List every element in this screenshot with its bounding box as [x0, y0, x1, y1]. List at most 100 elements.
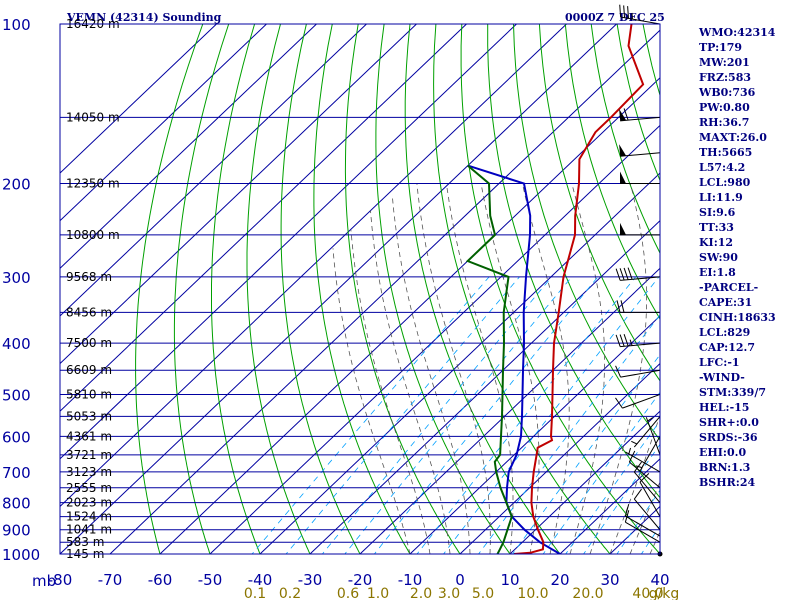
wind-barb — [645, 417, 661, 456]
pressure-unit-label: mb — [32, 572, 56, 590]
pressure-tick-label: 500 — [2, 386, 31, 404]
barb-half-flag — [647, 417, 654, 422]
index-entry: BSHR:24 — [699, 476, 755, 489]
index-entry: MAXT:26.0 — [699, 131, 767, 144]
temperature-tick-label: -50 — [198, 571, 223, 589]
temperature-tick-label: -30 — [298, 571, 323, 589]
isotherm-line — [60, 24, 217, 174]
wind-barb — [628, 450, 661, 489]
temperature-tick-label: 40 — [650, 571, 669, 589]
height-label: 9568 m — [66, 270, 112, 284]
index-entry: WB0:736 — [698, 86, 756, 99]
barb-flag — [619, 268, 625, 281]
barb-staff — [633, 416, 661, 448]
barb-flag — [627, 267, 633, 280]
wind-barb — [619, 144, 661, 157]
isotherm-line — [60, 24, 467, 412]
index-entry: SW:90 — [699, 251, 738, 264]
index-entry: L57:4.2 — [699, 161, 745, 174]
pressure-tick-label: 100 — [2, 16, 31, 34]
barb-flag — [633, 461, 642, 473]
wind-barb — [615, 393, 661, 409]
mixing-ratio-line — [640, 524, 660, 554]
barb-half-flag — [628, 447, 632, 455]
sounding-profiles — [465, 24, 645, 554]
mixing-ratio-label: 1.0 — [367, 586, 389, 600]
temperature-tick-label: -80 — [48, 571, 73, 589]
isotherm-line — [159, 77, 660, 554]
barb-pennant — [620, 171, 626, 184]
isotherm-line — [459, 362, 660, 554]
index-entry: LCL:829 — [699, 326, 750, 339]
barb-flag — [616, 300, 621, 313]
isotherm-line — [209, 124, 660, 554]
index-entry: TP:179 — [699, 41, 742, 54]
wind-barb — [615, 365, 661, 378]
wind-barb — [624, 510, 661, 543]
index-entry: KI:12 — [699, 236, 733, 249]
barb-staff — [633, 498, 661, 531]
wind-barb — [635, 436, 661, 472]
mixing-ratio-line — [512, 354, 660, 554]
barb-staff — [622, 393, 661, 409]
wind-barb — [615, 334, 661, 348]
barb-flag — [619, 4, 622, 18]
index-entry: RH:36.7 — [699, 116, 749, 129]
height-label: 3123 m — [66, 465, 112, 479]
barb-flag — [624, 510, 630, 523]
index-entry: SRDS:-36 — [699, 431, 758, 444]
isotherm-line — [60, 24, 417, 365]
pressure-tick-label: 1000 — [2, 546, 40, 564]
index-entry: EHI:0.0 — [699, 446, 746, 459]
index-entry: TT:33 — [699, 221, 734, 234]
wind-barb — [615, 267, 661, 281]
index-entry: CINH:18633 — [699, 311, 776, 324]
height-label: 6609 m — [66, 363, 112, 377]
wind-barb — [633, 488, 661, 531]
barb-staff — [625, 451, 661, 473]
barb-flag — [623, 334, 629, 347]
barb-flag — [615, 268, 621, 281]
barb-half-flag — [629, 339, 633, 346]
barb-staff — [620, 152, 661, 157]
moist-adiabat-line — [332, 248, 411, 554]
index-entry: PW:0.80 — [699, 101, 750, 114]
index-entry: CAP:12.7 — [699, 341, 755, 354]
wind-barb — [620, 222, 660, 236]
barb-flag — [615, 334, 621, 347]
index-entry: -WIND- — [699, 371, 745, 384]
index-entry: LI:11.9 — [699, 191, 743, 204]
wind-barb — [633, 461, 661, 503]
mixing-ratio-line — [321, 276, 553, 554]
barb-flag — [627, 6, 629, 19]
temperature-tick-label: -70 — [98, 571, 123, 589]
barb-flag — [623, 108, 629, 121]
barb-pennant — [619, 108, 627, 121]
wind-barb — [624, 504, 661, 537]
barb-staff — [620, 342, 661, 348]
mixing-ratio-label: 20.0 — [572, 586, 603, 600]
barb-half-flag — [631, 440, 638, 445]
height-label: 2023 m — [66, 496, 112, 510]
mixing-ratio-line — [344, 276, 573, 554]
pressure-tick-label: 200 — [2, 176, 31, 194]
barb-staff — [620, 276, 661, 281]
wind-barb — [625, 447, 661, 473]
isotherm-line — [60, 24, 517, 460]
barb-flag — [628, 450, 636, 463]
height-label: 12350 m — [66, 177, 120, 191]
wind-barb — [616, 300, 660, 313]
mixing-ratio-line — [616, 489, 660, 554]
barb-staff — [639, 481, 661, 517]
isotherm-line — [509, 410, 660, 554]
temperature-tick-label: 30 — [600, 571, 619, 589]
mixing-ratio-line — [583, 443, 660, 554]
isotherm-line — [60, 24, 567, 508]
barb-flag — [620, 300, 625, 313]
barb-flag — [623, 5, 626, 18]
index-entry: FRZ:583 — [699, 71, 751, 84]
mixing-ratio-line — [542, 391, 660, 554]
mixing-ratio-line — [416, 276, 636, 554]
height-label: 5810 m — [66, 387, 112, 401]
